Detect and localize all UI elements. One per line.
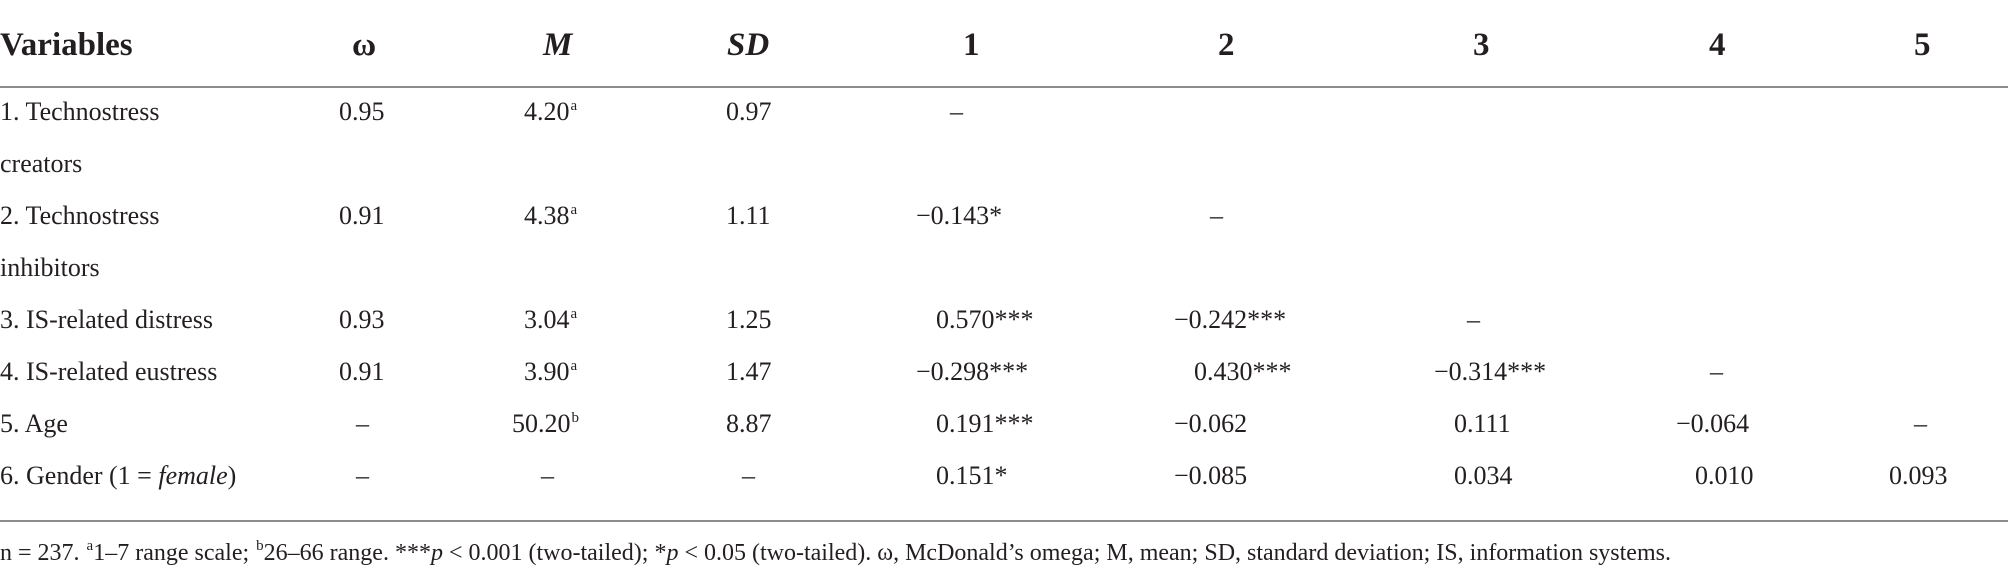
- row-label: 2. Technostress: [0, 201, 160, 230]
- corr-col-2: −0.062: [1174, 409, 1248, 438]
- corr-col-1: 0.151*: [936, 461, 1008, 490]
- header-col-1: 1: [963, 27, 980, 63]
- mean-value: 4.20a: [524, 97, 578, 126]
- mean-value: 4.38a: [524, 201, 578, 230]
- mean-value: 50.20b: [512, 409, 579, 438]
- corr-col-1: −0.298***: [916, 357, 1029, 386]
- corr-col-1: 0.570***: [936, 305, 1034, 334]
- corr-col-1: –: [950, 97, 963, 126]
- row-label: 1. Technostress: [0, 97, 160, 126]
- header-omega: ω: [352, 27, 377, 63]
- row-label-continued: creators: [0, 149, 83, 178]
- omega-value: 0.91: [339, 357, 385, 386]
- corr-col-4: –: [1710, 357, 1723, 386]
- row-label-continued: inhibitors: [0, 253, 100, 282]
- row-label: 6. Gender (1 = female): [0, 461, 237, 490]
- omega-value: 0.93: [339, 305, 385, 334]
- header-mean: M: [543, 27, 573, 63]
- corr-col-3: 0.111: [1454, 409, 1511, 438]
- header-sd: SD: [727, 27, 770, 63]
- mean-value: 3.04a: [524, 305, 578, 334]
- table-note: n = 237. a1–7 range scale; b26–66 range.…: [0, 538, 1671, 566]
- header-col-5: 5: [1914, 27, 1931, 63]
- corr-col-5: 0.093: [1889, 461, 1948, 490]
- corr-col-2: –: [1210, 201, 1223, 230]
- corr-col-4: −0.064: [1676, 409, 1750, 438]
- row-label: 5. Age: [0, 409, 68, 438]
- footer-rule: [0, 520, 2008, 522]
- corr-col-3: −0.314***: [1434, 357, 1547, 386]
- corr-col-2: −0.242***: [1174, 305, 1287, 334]
- corr-col-3: –: [1467, 305, 1480, 334]
- mean-value: 3.90a: [524, 357, 578, 386]
- sd-value: –: [742, 461, 755, 490]
- header-col-3: 3: [1473, 27, 1490, 63]
- sd-value: 8.87: [726, 409, 772, 438]
- corr-col-2: −0.085: [1174, 461, 1248, 490]
- sd-value: 1.25: [726, 305, 772, 334]
- sd-value: 1.47: [726, 357, 772, 386]
- row-label: 3. IS-related distress: [0, 305, 214, 334]
- header-col-2: 2: [1218, 27, 1235, 63]
- sd-value: 1.11: [726, 201, 771, 230]
- corr-col-5: –: [1914, 409, 1927, 438]
- corr-col-2: 0.430***: [1194, 357, 1292, 386]
- corr-col-1: 0.191***: [936, 409, 1034, 438]
- corr-col-1: −0.143*: [916, 201, 1003, 230]
- header-variables: Variables: [0, 27, 133, 63]
- header-col-4: 4: [1709, 27, 1726, 63]
- corr-col-3: 0.034: [1454, 461, 1513, 490]
- omega-value: 0.95: [339, 97, 385, 126]
- omega-value: –: [356, 409, 369, 438]
- omega-value: 0.91: [339, 201, 385, 230]
- omega-value: –: [356, 461, 369, 490]
- header-rule: [0, 86, 2008, 88]
- sd-value: 0.97: [726, 97, 772, 126]
- row-label: 4. IS-related eustress: [0, 357, 218, 386]
- corr-col-4: 0.010: [1695, 461, 1754, 490]
- mean-value: –: [541, 461, 554, 490]
